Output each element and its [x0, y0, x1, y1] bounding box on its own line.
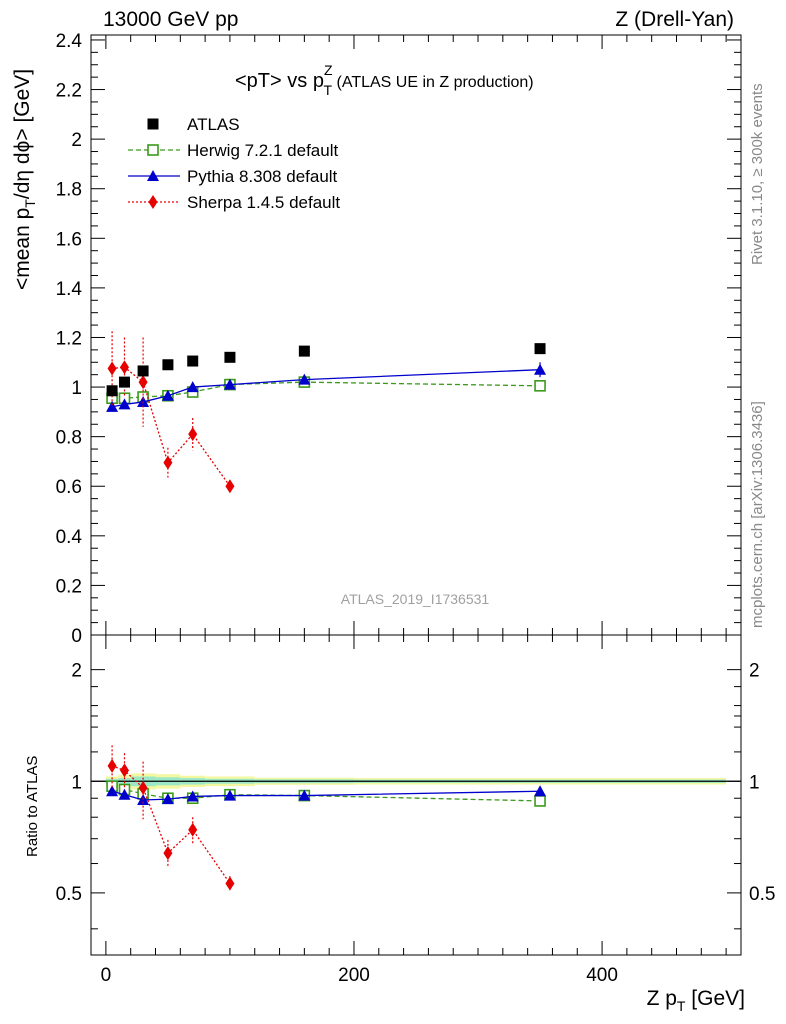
atlas-point: [118, 376, 130, 388]
ratio-tick-label-left: 0.5: [56, 884, 82, 905]
ratio-axis-label: Ratio to ATLAS: [24, 756, 41, 857]
legend-herwig-label: Herwig 7.2.1 default: [187, 141, 338, 160]
atlas-point: [187, 355, 199, 367]
y-tick-label: 1.6: [56, 229, 82, 250]
atlas-point: [106, 385, 118, 397]
x-axis-label-main: Z p: [647, 987, 677, 1010]
legend-sherpa-label: Sherpa 1.4.5 default: [187, 193, 340, 212]
pythia-ratio-point: [534, 785, 547, 797]
pythia-ratio-point: [106, 785, 119, 797]
chart-title: <pT> vs pZ T (ATLAS UE in Z production): [235, 62, 534, 98]
atlas-point: [298, 345, 310, 357]
chart-title-suffix: (ATLAS UE in Z production): [332, 74, 534, 91]
pythia-point: [223, 378, 236, 390]
pythia-point: [161, 389, 174, 401]
x-axis-label-sub: T: [677, 998, 686, 1014]
legend-pythia-marker: [147, 170, 159, 181]
y-tick-label: 2.4: [56, 31, 83, 52]
side-label-rivet: Rivet 3.1.10, ≥ 300k events: [749, 83, 766, 265]
pythia-point: [118, 398, 131, 410]
legend-sherpa-marker: [148, 195, 158, 209]
pythia-line: [111, 369, 541, 408]
ratio-tick-label-right: 0.5: [749, 884, 775, 905]
sherpa-ratio-point: [107, 758, 117, 773]
x-axis-label-suffix: [GeV]: [685, 987, 745, 1010]
pythia-point: [137, 395, 150, 407]
legend: ATLAS Herwig 7.2.1 default Pythia 8.308 de…: [128, 115, 340, 212]
y-tick-label: 1.8: [56, 180, 82, 201]
atlas-point: [534, 343, 546, 355]
legend-pythia-label: Pythia 8.308 default: [187, 167, 338, 186]
pythia-ratio-point: [118, 788, 131, 800]
x-axis-label: Z pT [GeV]: [647, 987, 745, 1014]
data-series: [106, 331, 547, 494]
legend-herwig-marker: [147, 144, 159, 156]
sherpa-point: [225, 479, 235, 494]
sherpa-point: [138, 375, 148, 390]
legend-atlas-marker: [147, 118, 159, 130]
legend-atlas-label: ATLAS: [187, 115, 240, 134]
y-tick-label: 2.2: [56, 81, 82, 102]
pythia-ratio-point: [186, 790, 199, 802]
herwig-point: [534, 380, 546, 392]
chart-title-sup: Z: [324, 62, 333, 78]
sherpa-point: [107, 361, 117, 376]
sherpa-line: [112, 366, 231, 487]
sherpa-ratio-point: [119, 763, 129, 778]
sherpa-ratio-point: [138, 780, 148, 795]
sherpa-point: [163, 455, 173, 470]
y-tick-label: 2: [71, 130, 82, 151]
pythia-ratio-point: [161, 793, 174, 805]
analysis-id: ATLAS_2019_I1736531: [341, 591, 490, 607]
herwig-ratio-point: [534, 795, 546, 807]
pythia-point: [534, 363, 547, 375]
atlas-point: [162, 359, 174, 371]
atlas-point: [137, 365, 149, 377]
y-axis-label-main: <mean p: [11, 208, 34, 290]
y-tick-label: 1.4: [56, 279, 83, 300]
ratio-series: [106, 745, 547, 892]
ratio-tick-label-left: 2: [71, 661, 82, 682]
y-tick-label: 0: [71, 626, 82, 647]
y-tick-label: 0.4: [56, 527, 83, 548]
header-right: Z (Drell-Yan): [615, 8, 734, 31]
sherpa-ratio-line: [111, 765, 231, 884]
header-left: 13000 GeV pp: [103, 8, 238, 31]
sherpa-ratio-point: [188, 822, 198, 837]
herwig-line: [112, 381, 541, 399]
sherpa-ratio-point: [163, 846, 173, 861]
chart-title-sub: T: [324, 82, 333, 98]
ratio-panel-frame: [90, 634, 742, 956]
y-tick-label: 0.8: [56, 428, 82, 449]
pythia-ratio-line: [111, 790, 541, 801]
atlas-point: [224, 351, 236, 363]
side-label-mcplots: mcplots.cern.ch [arXiv:1306.3436]: [749, 401, 766, 628]
y-axis-label-suffix: /dη dϕ> [GeV]: [11, 69, 34, 199]
ratio-tick-label-right: 1: [749, 772, 760, 793]
y-axis-label-sub: T: [22, 199, 38, 208]
chart-title-main: <pT> vs p: [235, 70, 324, 92]
reference-band: [91, 773, 741, 790]
ratio-tick-label-right: 2: [749, 661, 760, 682]
axes-ticks: 0 200 400 0 0.2 0.4 0.6 0.8 1 1.2 1.4 1.6 1.8 2 2.2 2.4…: [56, 31, 776, 986]
pythia-ratio-point: [298, 789, 311, 801]
x-tick-label: 0: [101, 965, 112, 986]
y-tick-label: 0.2: [56, 576, 82, 597]
pythia-point: [106, 400, 119, 412]
y-tick-label: 1: [71, 378, 82, 399]
y-tick-label: 0.6: [56, 477, 82, 498]
pythia-point: [186, 381, 199, 393]
y-axis-label: <mean pT/dη dϕ> [GeV]: [11, 69, 38, 290]
sherpa-point: [188, 427, 198, 442]
x-tick-label: 400: [586, 965, 618, 986]
pythia-point: [298, 373, 311, 385]
pythia-ratio-point: [223, 789, 236, 801]
x-tick-label: 200: [338, 965, 370, 986]
sherpa-point: [119, 360, 129, 375]
ratio-tick-label-left: 1: [71, 772, 82, 793]
y-tick-label: 1.2: [56, 328, 82, 349]
sherpa-ratio-point: [225, 876, 235, 891]
